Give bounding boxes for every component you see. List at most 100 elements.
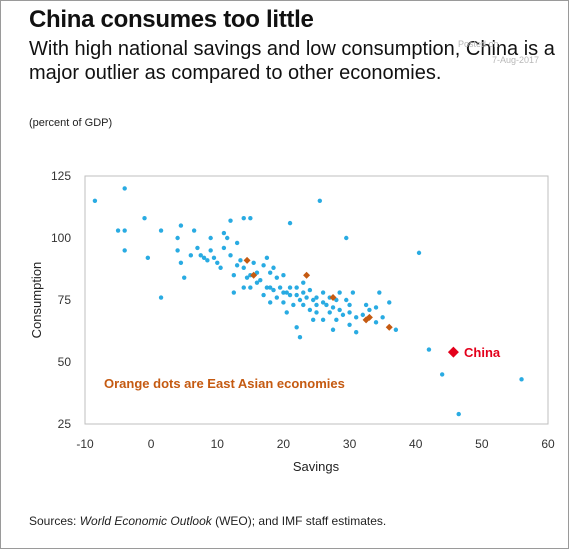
point-other-economy (334, 297, 339, 303)
source-prefix: Sources: (29, 514, 80, 528)
point-other-economy (215, 260, 220, 265)
point-other-economy (92, 198, 98, 203)
point-other-economy (225, 235, 230, 241)
point-east-asian-economy (243, 256, 251, 264)
point-other-economy (301, 290, 306, 295)
china-label: China (464, 345, 501, 360)
point-other-economy (337, 307, 342, 313)
point-other-economy (347, 302, 352, 308)
point-other-economy (317, 198, 323, 203)
point-other-economy (211, 255, 217, 261)
point-other-economy (158, 295, 164, 300)
point-other-economy (208, 248, 213, 253)
point-other-economy (254, 280, 260, 285)
point-other-economy (353, 330, 359, 335)
point-other-economy (274, 295, 280, 300)
point-east-asian-economy (365, 313, 373, 321)
x-tick-labels: -10 0 10 20 30 40 50 60 (76, 437, 555, 451)
point-other-economy (231, 273, 237, 278)
point-other-economy (307, 307, 313, 313)
point-other-economy (201, 255, 207, 261)
y-tick-label: 75 (58, 293, 72, 307)
point-other-economy (175, 235, 180, 241)
y-axis-label: Consumption (29, 262, 44, 339)
point-other-economy (353, 315, 359, 320)
point-other-economy (320, 300, 326, 305)
x-tick-label: 50 (475, 437, 489, 451)
x-tick-label: 30 (343, 437, 357, 451)
point-other-economy (264, 285, 270, 290)
point-other-economy (188, 253, 194, 258)
point-other-economy (264, 255, 270, 261)
y-tick-label: 25 (58, 417, 72, 431)
point-other-economy (281, 273, 286, 278)
point-other-economy (241, 215, 246, 221)
point-other-economy (238, 258, 243, 263)
point-other-economy (380, 315, 385, 320)
point-other-economy (347, 322, 352, 327)
point-other-economy (367, 307, 372, 313)
point-other-economy (363, 302, 369, 308)
point-other-economy (142, 215, 147, 221)
x-tick-label: 20 (277, 437, 291, 451)
point-other-economy (122, 248, 127, 253)
posted-date: 7-Aug-2017 (492, 55, 540, 65)
point-other-economy (228, 253, 233, 258)
x-axis-label: Savings (293, 459, 340, 474)
point-other-economy (291, 302, 296, 308)
units-note: (percent of GDP) (29, 117, 113, 129)
point-other-economy (416, 250, 422, 256)
plot-area (84, 175, 549, 425)
source-suffix: (WEO); and IMF staff estimates. (211, 514, 387, 528)
point-east-asian-economy (329, 294, 337, 302)
point-other-economy (281, 300, 286, 305)
point-other-economy (234, 263, 240, 268)
point-other-economy (320, 317, 326, 323)
point-other-economy (344, 235, 349, 241)
point-other-economy (310, 317, 316, 323)
point-other-economy (297, 297, 303, 303)
point-other-economy (271, 287, 276, 293)
point-other-economy (281, 290, 286, 295)
point-other-economy (287, 285, 293, 290)
point-other-economy (456, 411, 461, 417)
point-other-economy (268, 285, 273, 290)
point-other-economy (178, 223, 184, 228)
point-other-economy (304, 295, 309, 300)
point-other-economy (347, 310, 352, 315)
point-other-economy (221, 245, 227, 251)
point-other-economy (158, 228, 164, 233)
point-other-economy (261, 263, 266, 268)
point-other-economy (254, 270, 260, 275)
point-other-economy (393, 327, 399, 332)
point-other-economy (231, 290, 237, 295)
point-other-economy (175, 248, 180, 253)
point-other-economy (287, 292, 293, 298)
point-other-economy (218, 265, 223, 270)
point-other-economy (377, 290, 382, 295)
point-other-economy (324, 302, 329, 308)
point-other-economy (519, 377, 524, 382)
point-other-economy (387, 300, 392, 305)
x-tick-label: -10 (76, 437, 94, 451)
y-tick-label: 50 (58, 355, 72, 369)
point-other-economy (122, 228, 127, 233)
point-other-economy (115, 228, 121, 233)
point-east-asian-economy (385, 323, 393, 331)
point-other-economy (208, 235, 213, 241)
point-other-economy (205, 258, 210, 263)
point-other-economy (251, 260, 256, 265)
point-other-economy (271, 265, 276, 270)
point-other-economy (268, 300, 273, 305)
point-other-economy (337, 290, 342, 295)
point-other-economy (287, 220, 293, 226)
point-other-economy (274, 275, 280, 280)
point-other-economy (191, 228, 197, 233)
source-note: Sources: World Economic Outlook (WEO); a… (29, 514, 386, 528)
east-asia-annotation: Orange dots are East Asian economies (104, 376, 345, 391)
point-china (447, 346, 459, 358)
point-other-economy (195, 245, 200, 251)
point-other-economy (268, 270, 273, 275)
point-other-economy (145, 255, 151, 261)
